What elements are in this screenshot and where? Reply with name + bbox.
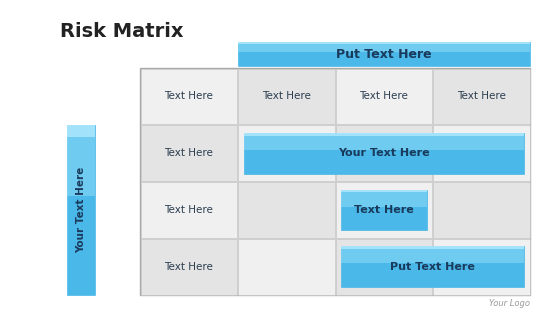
Bar: [341, 190, 427, 207]
Bar: [237, 42, 530, 52]
Bar: [141, 239, 237, 295]
Text: Text Here: Text Here: [457, 91, 506, 101]
Text: Text Here: Text Here: [164, 148, 213, 158]
Bar: [244, 133, 524, 150]
Text: Your Logo: Your Logo: [489, 299, 530, 308]
Text: Text Here: Text Here: [354, 205, 414, 215]
Text: Put Text Here: Put Text Here: [390, 262, 475, 272]
Bar: [341, 246, 524, 287]
Text: Text Here: Text Here: [164, 205, 213, 215]
Bar: [335, 68, 432, 124]
Bar: [141, 68, 237, 124]
Bar: [335, 239, 432, 295]
Text: Text Here: Text Here: [262, 91, 311, 101]
Text: Text Here: Text Here: [164, 91, 213, 101]
Bar: [237, 42, 530, 44]
Bar: [244, 133, 524, 135]
Bar: [67, 125, 95, 295]
Bar: [433, 125, 530, 181]
Text: Your Text Here: Your Text Here: [76, 167, 86, 253]
Bar: [141, 182, 237, 238]
Bar: [244, 133, 524, 174]
Bar: [238, 125, 334, 181]
Bar: [341, 190, 427, 192]
Bar: [238, 68, 334, 124]
Bar: [433, 68, 530, 124]
Bar: [433, 239, 530, 295]
Bar: [341, 246, 524, 263]
Bar: [238, 182, 334, 238]
Text: Text Here: Text Here: [360, 91, 408, 101]
Bar: [341, 246, 524, 249]
Bar: [335, 182, 432, 238]
Text: Your Text Here: Your Text Here: [338, 148, 430, 158]
Bar: [341, 190, 427, 230]
Text: Risk Matrix: Risk Matrix: [60, 22, 184, 41]
Bar: [237, 42, 530, 66]
Bar: [67, 125, 95, 137]
Text: Put Text Here: Put Text Here: [336, 48, 432, 60]
Bar: [141, 125, 237, 181]
Bar: [433, 182, 530, 238]
Bar: [238, 239, 334, 295]
Bar: [335, 125, 432, 181]
Text: Text Here: Text Here: [164, 262, 213, 272]
Bar: [67, 125, 95, 196]
Bar: [140, 68, 530, 295]
